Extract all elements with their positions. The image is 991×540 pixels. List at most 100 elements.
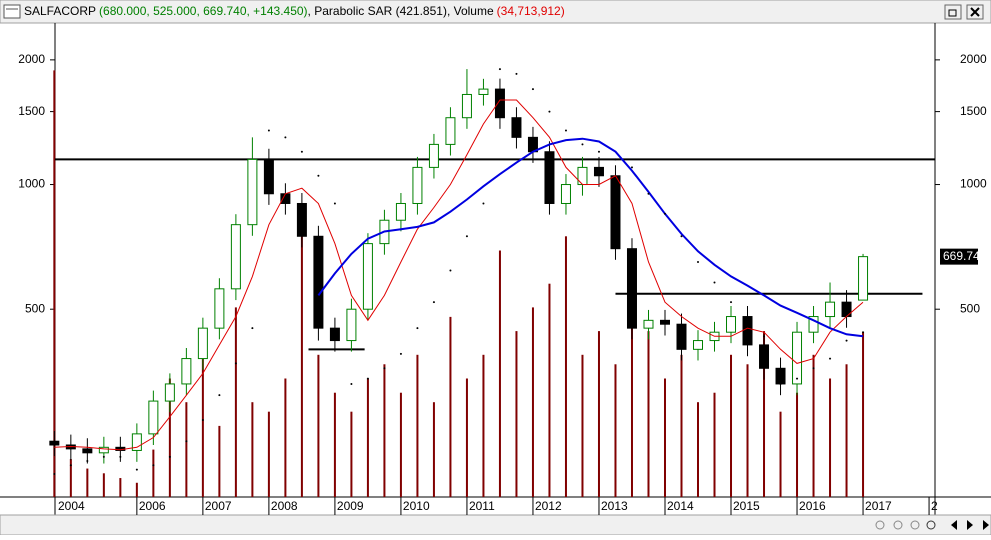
scroll-left[interactable] (951, 520, 957, 530)
last-price-box (940, 248, 978, 265)
volume-bar (135, 482, 138, 497)
status-bar (0, 514, 991, 536)
candle-body (313, 235, 324, 329)
candle-body (759, 344, 770, 369)
sar-dot (284, 136, 287, 139)
candle-body (346, 308, 357, 342)
volume-bar (201, 354, 204, 497)
candle-body (412, 166, 423, 204)
volume-bar (663, 378, 666, 497)
y-tick-label: 500 (960, 301, 980, 315)
candle-body (181, 358, 192, 385)
nav-icons (875, 520, 989, 530)
volume-bar (597, 331, 600, 497)
scroll-right[interactable] (967, 520, 973, 530)
volume-bar (53, 70, 56, 498)
volume-info: , Volume (447, 4, 494, 18)
candle-body (428, 143, 439, 168)
candle-body (280, 193, 291, 204)
volume-value: (34,713,912) (497, 4, 565, 18)
candle-body (825, 301, 836, 318)
x-tick-label: 2006 (139, 499, 166, 513)
nav-icon[interactable] (875, 520, 885, 530)
candle-body (131, 433, 142, 451)
volume-bar (416, 354, 419, 497)
volume-bar (845, 364, 848, 497)
volume-bar (465, 378, 468, 497)
candle-body (49, 440, 60, 446)
restore-glyph (948, 9, 957, 17)
volume-bar (581, 354, 584, 497)
candle-body (560, 184, 571, 204)
nav-icon[interactable] (893, 520, 903, 530)
x-tick-label: 2016 (799, 499, 826, 513)
volume-bar (498, 250, 501, 497)
sar-dot (597, 150, 600, 153)
candle-body (858, 256, 869, 301)
sar-dot (796, 377, 799, 380)
title-bar (0, 0, 991, 24)
x-tick-label: 2012 (535, 499, 562, 513)
sar-dot (482, 202, 485, 205)
sar-dot (465, 235, 468, 238)
volume-bar (119, 478, 122, 497)
y-tick-label: 1000 (18, 177, 45, 191)
sar-dot (829, 357, 832, 360)
x-tick-label: 2017 (865, 499, 892, 513)
volume-bar (630, 307, 633, 497)
candle-body (511, 117, 522, 138)
volume-bar (333, 392, 336, 497)
candle-body (263, 158, 274, 195)
sar-dot (333, 202, 336, 205)
volume-bar (86, 468, 89, 497)
sar-dot (383, 367, 386, 370)
volume-bar (284, 378, 287, 497)
volume-bar (531, 307, 534, 497)
volume-bar (812, 354, 815, 497)
y-tick-label: 1000 (960, 177, 987, 191)
volume-bar (317, 354, 320, 497)
volume-bar (185, 402, 188, 497)
sar-dot (515, 72, 518, 75)
nav-icon[interactable] (910, 520, 920, 530)
sar-dot (630, 166, 633, 169)
candle-body (593, 166, 604, 177)
candle-body (98, 446, 109, 454)
restore-button[interactable] (944, 4, 962, 20)
volume-bar (680, 354, 683, 497)
volume-bar (796, 392, 799, 497)
volume-bar (366, 378, 369, 497)
scroll-end[interactable] (983, 520, 989, 530)
sar-dot (251, 327, 254, 330)
sar-dot (812, 367, 815, 370)
volume-bar (267, 411, 270, 497)
candle-body (395, 202, 406, 221)
sar-dot (366, 377, 369, 380)
sar-dot (432, 301, 435, 304)
candle-body (247, 158, 258, 226)
close-x (970, 7, 980, 17)
volume-bar (383, 364, 386, 497)
sar-dot (234, 362, 237, 365)
x-tick-label: 2007 (205, 499, 232, 513)
ohlc: (680.000, 525.000, 669.740, +143.450) (99, 4, 308, 18)
window-icon (3, 4, 21, 19)
sar-dot (102, 455, 105, 458)
sar-dot (168, 455, 171, 458)
volume-bar (251, 402, 254, 497)
volume-bar (763, 331, 766, 497)
candle-body (494, 88, 505, 119)
indicator-line (54, 99, 864, 451)
nav-icon[interactable] (926, 520, 936, 530)
sar-dot (449, 269, 452, 272)
x-tick-label: 2013 (601, 499, 628, 513)
sar-dot (746, 323, 749, 326)
x-tick-label: 2014 (667, 499, 694, 513)
volume-bar (515, 331, 518, 497)
indicator-line (317, 137, 864, 338)
candle-body (659, 319, 670, 325)
sar-dot (185, 440, 188, 443)
volume-bar (399, 392, 402, 497)
sar-dot (119, 455, 122, 458)
sar-dot (498, 68, 501, 71)
